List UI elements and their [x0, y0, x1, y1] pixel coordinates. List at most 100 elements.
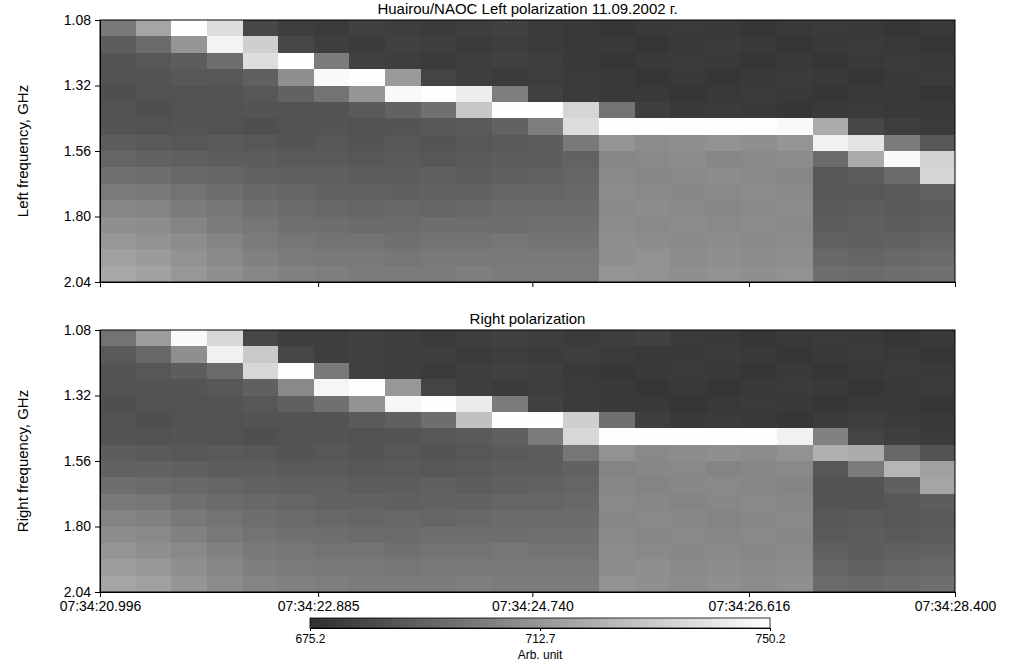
- cell: [421, 363, 457, 380]
- cell: [314, 527, 350, 544]
- cell: [278, 217, 314, 234]
- cell: [243, 233, 279, 250]
- cell: [492, 543, 528, 560]
- cell: [635, 167, 671, 184]
- cell: [243, 412, 279, 429]
- cell: [920, 412, 955, 429]
- cell: [136, 396, 172, 413]
- cell: [278, 118, 314, 135]
- cell: [706, 363, 742, 380]
- cell: [848, 330, 884, 347]
- cell: [456, 363, 492, 380]
- figure: 1.081.321.561.802.04Huairou/NAOC Left po…: [0, 0, 1028, 669]
- cell: [278, 135, 314, 152]
- cell: [456, 346, 492, 363]
- cell: [813, 461, 849, 478]
- cell: [456, 330, 492, 347]
- cell: [171, 151, 207, 168]
- cell: [207, 559, 243, 576]
- cell: [884, 118, 920, 135]
- cell: [456, 69, 492, 86]
- cell: [385, 20, 421, 37]
- cell: [314, 412, 350, 429]
- cell: [349, 69, 385, 86]
- cell: [100, 266, 136, 282]
- cell: [848, 379, 884, 396]
- cell: [171, 494, 207, 511]
- axis-line: [101, 283, 956, 288]
- cell: [136, 135, 172, 152]
- cell: [314, 396, 350, 413]
- cell: [884, 102, 920, 119]
- cell: [349, 510, 385, 527]
- cell: [456, 233, 492, 250]
- cell: [100, 233, 136, 250]
- cell: [813, 494, 849, 511]
- cell: [920, 118, 955, 135]
- cell: [385, 69, 421, 86]
- cell: [706, 53, 742, 70]
- cell: [528, 396, 564, 413]
- cell: [243, 510, 279, 527]
- cell: [136, 151, 172, 168]
- cell: [777, 217, 813, 234]
- cell: [599, 167, 635, 184]
- cell: [421, 543, 457, 560]
- cell: [563, 543, 599, 560]
- cell: [741, 20, 777, 37]
- cell: [706, 118, 742, 135]
- cell: [385, 118, 421, 135]
- cell: [706, 346, 742, 363]
- cell: [599, 102, 635, 119]
- cell: [920, 233, 955, 250]
- cell: [884, 346, 920, 363]
- cell: [385, 576, 421, 592]
- cell: [706, 135, 742, 152]
- cell: [385, 200, 421, 217]
- cell: [848, 135, 884, 152]
- cell: [171, 217, 207, 234]
- heatmap-cells: [100, 330, 955, 592]
- cell: [349, 86, 385, 103]
- cell: [777, 346, 813, 363]
- cell: [314, 428, 350, 445]
- cell: [456, 217, 492, 234]
- cell: [100, 527, 136, 544]
- cell: [741, 445, 777, 462]
- cell: [670, 86, 706, 103]
- cell: [207, 576, 243, 592]
- tick: 712.7: [525, 628, 555, 646]
- cell: [563, 20, 599, 37]
- cell: [741, 266, 777, 282]
- tick-mark: [95, 151, 100, 152]
- cell: [100, 151, 136, 168]
- cell: [136, 510, 172, 527]
- cell: [777, 543, 813, 560]
- cell: [278, 184, 314, 201]
- cell: [599, 151, 635, 168]
- cell: [777, 249, 813, 266]
- cell: [492, 346, 528, 363]
- cell: [528, 559, 564, 576]
- cell: [456, 461, 492, 478]
- cell: [635, 576, 671, 592]
- cell: [385, 217, 421, 234]
- tick-mark: [749, 592, 750, 597]
- cell: [563, 53, 599, 70]
- cell: [563, 330, 599, 347]
- cell: [171, 249, 207, 266]
- cell: [777, 20, 813, 37]
- cell: [848, 167, 884, 184]
- cell: [349, 527, 385, 544]
- cell: [100, 559, 136, 576]
- cell: [635, 69, 671, 86]
- cell: [349, 184, 385, 201]
- tick-mark: [95, 86, 100, 87]
- tick: 07:34:22.885: [278, 592, 360, 614]
- cell: [706, 559, 742, 576]
- x-axis: 07:34:20.99607:34:22.88507:34:24.74007:3…: [60, 592, 997, 614]
- cell: [635, 412, 671, 429]
- cell: [848, 184, 884, 201]
- cell: [421, 445, 457, 462]
- cell: [528, 233, 564, 250]
